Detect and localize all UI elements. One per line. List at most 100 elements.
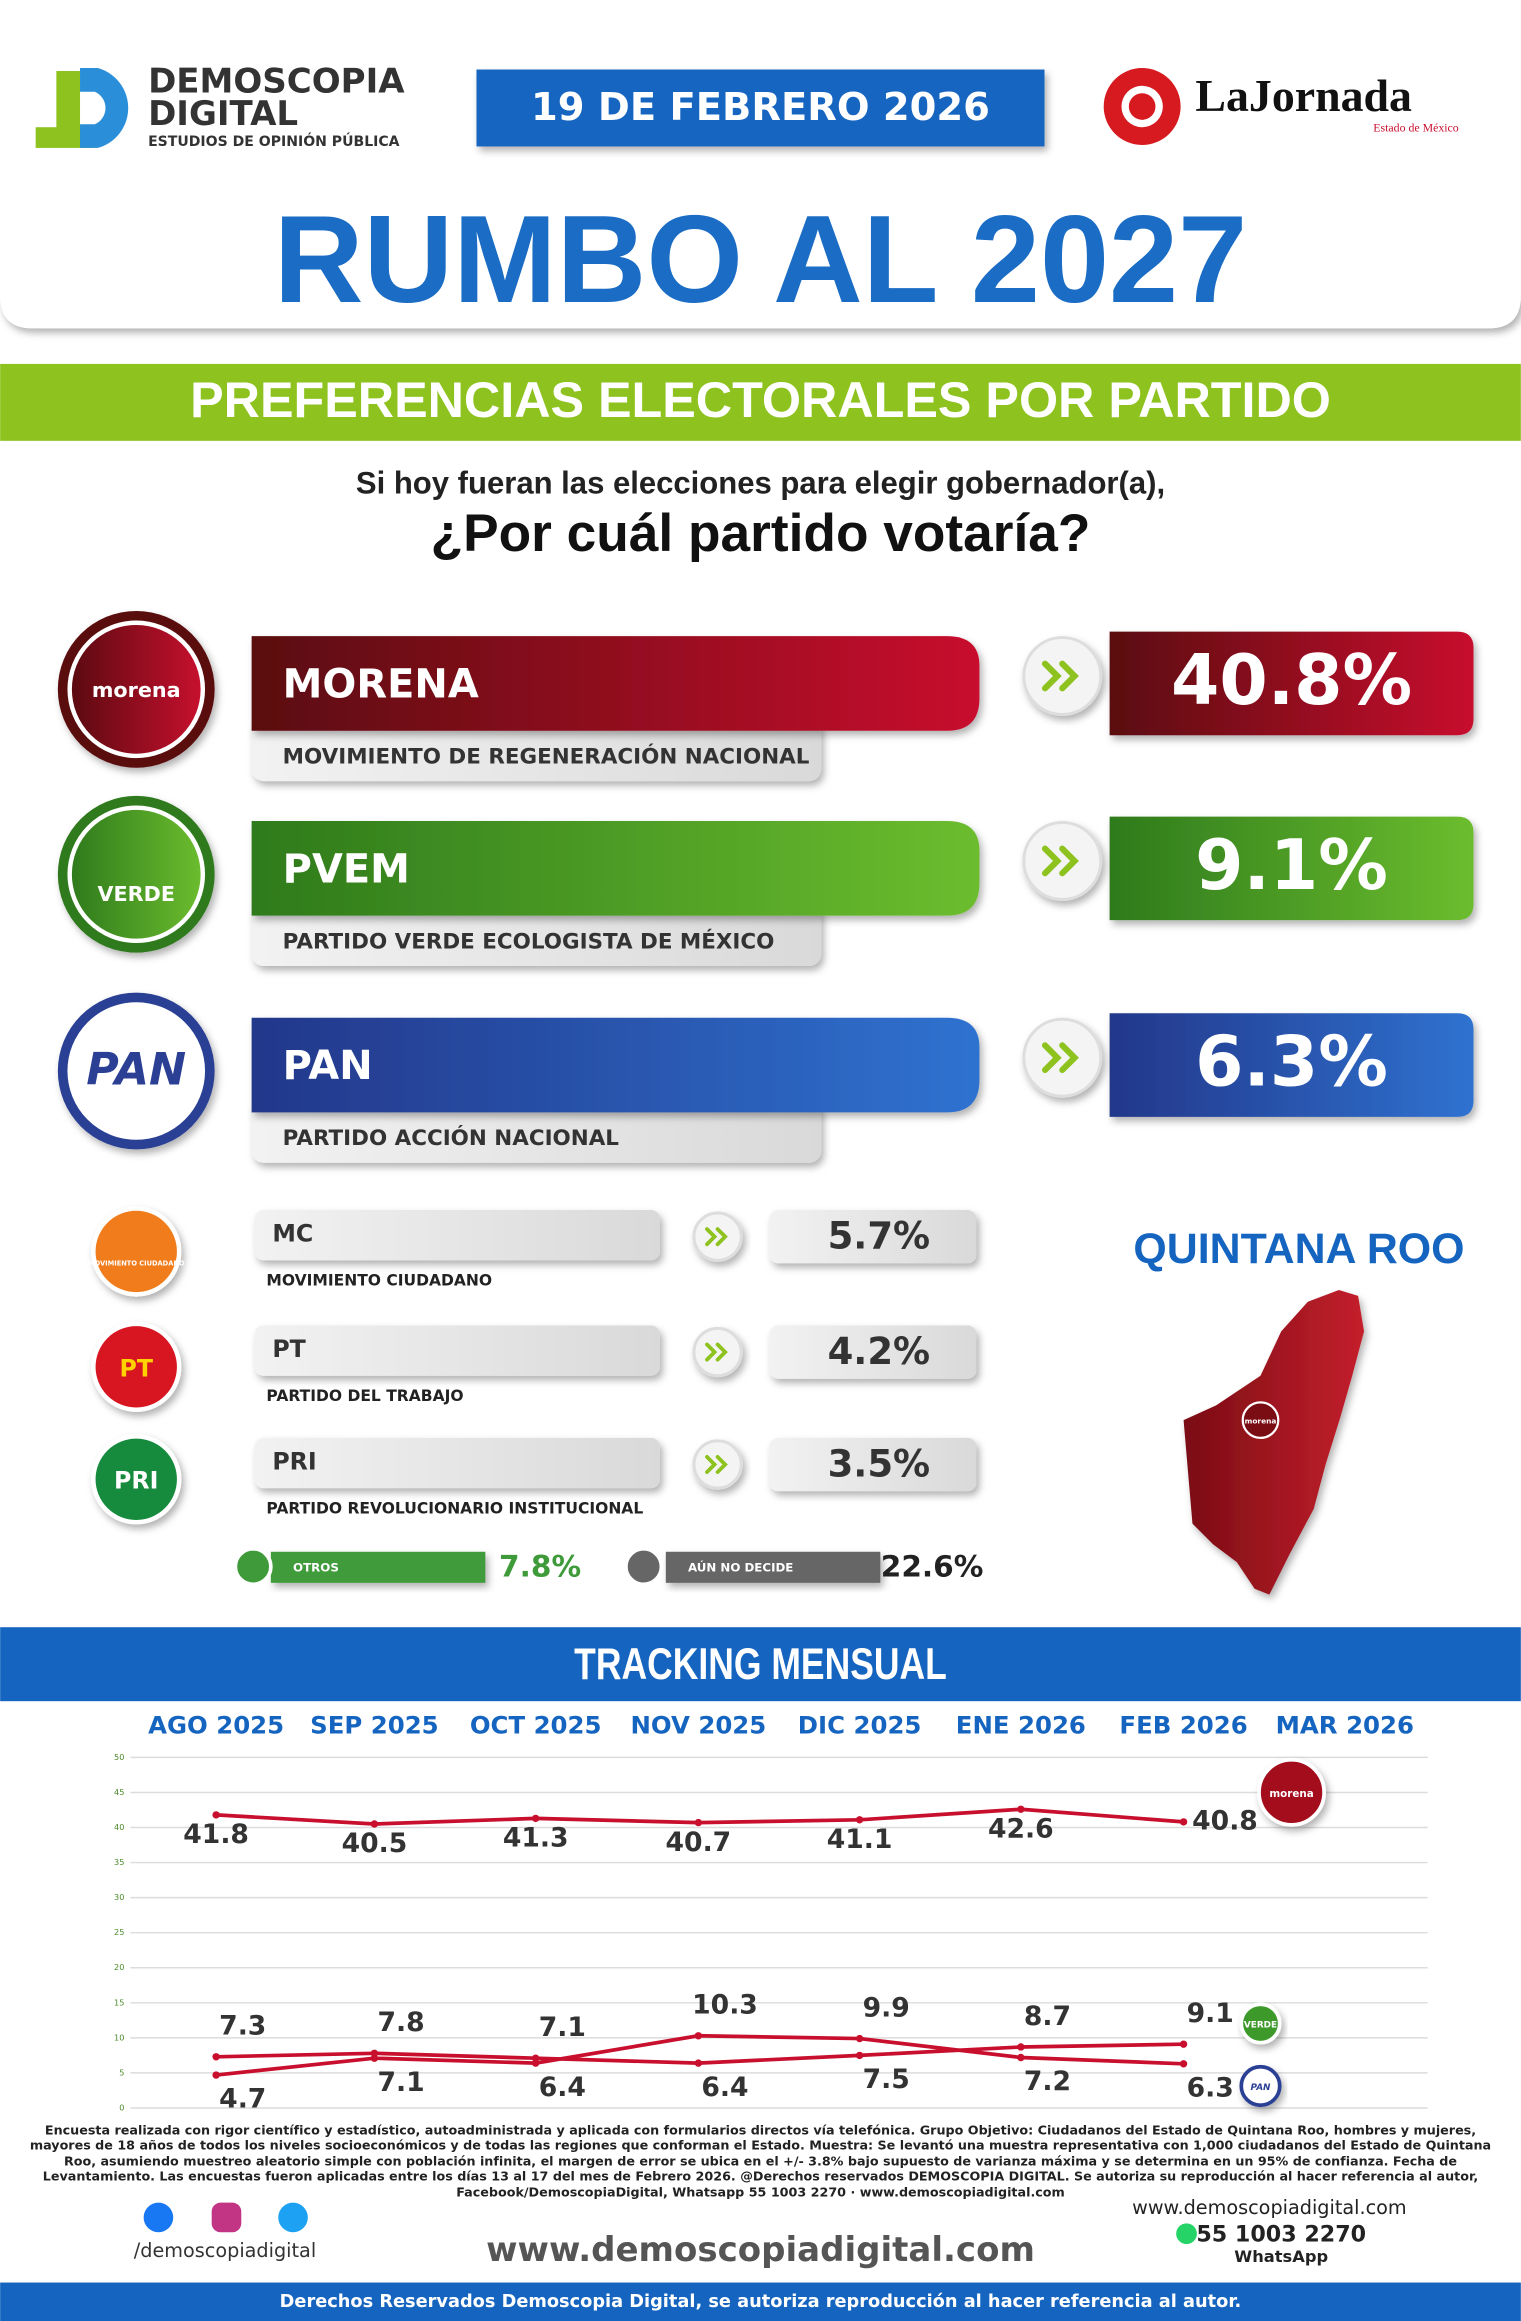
value-label: 41.8 xyxy=(183,1819,249,1850)
chevron xyxy=(1041,660,1079,692)
result: 6.3% xyxy=(1195,1022,1388,1103)
value-label: 7.8 xyxy=(377,2007,424,2038)
point xyxy=(212,2071,220,2079)
y-tick-label: 10 xyxy=(114,2032,124,2042)
x-tick-label: NOV 2025 xyxy=(630,1710,766,1739)
party-bar xyxy=(254,1210,660,1261)
website[interactable]: www.demoscopiadigital.com xyxy=(486,2230,1035,2270)
full-name-bar xyxy=(251,1100,822,1163)
y-tick-label: 5 xyxy=(119,2067,124,2077)
x-tick-label: DIC 2025 xyxy=(798,1710,922,1739)
party-name: PVEM xyxy=(283,846,410,892)
series-logo xyxy=(1239,2002,1282,2045)
sun-dot xyxy=(1128,93,1156,120)
value-label: 6.4 xyxy=(701,2072,748,2103)
party-logo xyxy=(67,620,206,759)
value-label: 9.9 xyxy=(863,1992,910,2023)
party-logo-text: MOVIMIENTO CIUDADANO xyxy=(88,1259,185,1267)
partner-name: LaJornada xyxy=(1195,70,1412,121)
party-logo-text: PAN xyxy=(86,1044,186,1095)
party-logo-text: PRI xyxy=(114,1467,158,1495)
brand-tagline: ESTUDIOS DE OPINIÓN PÚBLICA xyxy=(148,132,400,150)
point xyxy=(1179,2040,1188,2048)
main-parties: morena MORENA MOVIMIENTO DE REGENERACIÓN N… xyxy=(57,610,1474,1163)
region-map xyxy=(1183,1289,1365,1595)
value-label: 40.7 xyxy=(666,1827,732,1858)
point xyxy=(1179,2060,1188,2068)
point xyxy=(694,2059,703,2067)
tracking-band xyxy=(0,1627,1521,1702)
logo-block xyxy=(35,127,95,148)
party-full-name: PARTIDO REVOLUCIONARIO INSTITUCIONAL xyxy=(266,1499,643,1517)
y-tick-label: 20 xyxy=(114,1962,124,1972)
chevron-button xyxy=(692,1326,743,1378)
value-label: 7.5 xyxy=(863,2064,910,2095)
methodology-box: Encuesta realizada con rigor científico … xyxy=(29,2124,1492,2201)
value-label: 7.3 xyxy=(219,2011,266,2042)
x-tick-label: FEB 2026 xyxy=(1119,1710,1247,1739)
value-label: 6.3 xyxy=(1187,2072,1234,2103)
brand-name: DIGITAL xyxy=(148,94,298,134)
other-icon xyxy=(233,1546,273,1587)
party-logo-text: PT xyxy=(119,1354,153,1382)
point xyxy=(370,2054,379,2062)
brand-logo xyxy=(35,68,129,148)
point xyxy=(531,2059,540,2067)
full-name-bar xyxy=(251,903,822,966)
other-icon xyxy=(624,1546,664,1587)
result: 5.7% xyxy=(828,1215,931,1258)
footer: Derechos Reservados Demoscopia Digital, … xyxy=(280,2292,1242,2312)
whatsapp-icon xyxy=(1176,2223,1197,2245)
others: OTROS 7.8% AÚN NO DECIDE 22.6% xyxy=(233,1546,983,1587)
party-logo-text: morena xyxy=(92,678,181,702)
chevron-button xyxy=(692,1211,743,1262)
party-bar xyxy=(251,1017,980,1113)
point xyxy=(1017,1805,1025,1813)
result-box xyxy=(769,1437,977,1492)
footer-band xyxy=(0,2282,1521,2321)
party-name: PAN xyxy=(283,1043,373,1089)
date-box xyxy=(476,69,1045,147)
party-full-name: PARTIDO VERDE ECOLOGISTA DE MÉXICO xyxy=(283,928,775,954)
series-logo xyxy=(1257,1757,1326,1827)
x-tick-label: SEP 2025 xyxy=(310,1710,438,1739)
y-tick-label: 25 xyxy=(114,1927,124,1937)
question-emphasis: ¿Por cuál partido votaría? xyxy=(431,504,1091,563)
value-label: 8.7 xyxy=(1024,2001,1071,2032)
minor-parties: MOVIMIENTO CIUDADANO MC MOVIMIENTO CIUDADA… xyxy=(88,1206,977,1525)
result: 40.8% xyxy=(1171,640,1412,721)
result-box xyxy=(769,1210,977,1264)
series-logo-text: PAN xyxy=(1251,2083,1272,2093)
party-full-name: PARTIDO ACCIÓN NACIONAL xyxy=(283,1125,620,1151)
twitter-icon[interactable] xyxy=(278,2202,308,2233)
chevron xyxy=(705,1342,728,1362)
y-tick-label: 30 xyxy=(114,1892,124,1902)
result-box xyxy=(1109,1013,1474,1117)
other-bar xyxy=(665,1551,881,1583)
x-tick-label: ENE 2026 xyxy=(956,1710,1086,1739)
party-full-name: PARTIDO DEL TRABAJO xyxy=(266,1387,463,1405)
series-logo xyxy=(1239,2064,1282,2108)
map-logo xyxy=(1241,1401,1280,1439)
methodology: Encuesta realizada con rigor científico … xyxy=(29,2124,1492,2201)
point xyxy=(1179,1818,1188,1826)
point xyxy=(1017,2053,1025,2062)
facebook-icon[interactable] xyxy=(143,2202,174,2233)
point xyxy=(531,1814,540,1823)
chevron xyxy=(705,1455,728,1474)
instagram-icon[interactable] xyxy=(211,2202,242,2233)
x-tick-label: OCT 2025 xyxy=(470,1710,602,1739)
tracking-title: TRACKING MENSUAL xyxy=(574,1639,947,1689)
party-logo xyxy=(67,805,206,944)
chevron-button xyxy=(1022,821,1103,901)
chevron-button xyxy=(1022,636,1103,716)
party-bar xyxy=(254,1437,660,1489)
series-logo-text: morena xyxy=(1269,1788,1313,1800)
x-tick-label: AGO 2025 xyxy=(148,1710,284,1739)
chevron-button xyxy=(692,1439,743,1490)
party-bar xyxy=(254,1325,660,1376)
chevron xyxy=(705,1227,728,1247)
result-box xyxy=(1109,816,1474,921)
series-logo-text: VERDE xyxy=(1244,2020,1277,2030)
